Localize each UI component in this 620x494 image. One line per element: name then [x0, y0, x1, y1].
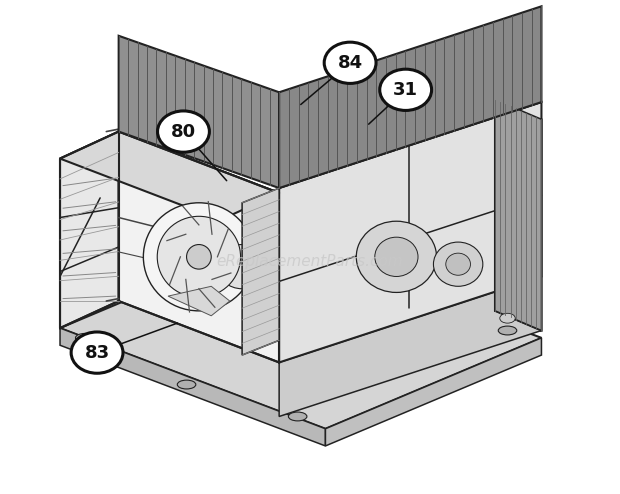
Polygon shape: [60, 237, 541, 429]
Polygon shape: [279, 277, 541, 416]
Ellipse shape: [177, 380, 196, 389]
Ellipse shape: [375, 237, 418, 277]
Ellipse shape: [356, 221, 436, 292]
Polygon shape: [279, 6, 541, 188]
Text: 80: 80: [171, 123, 196, 141]
Polygon shape: [60, 131, 279, 220]
Polygon shape: [60, 131, 118, 328]
Polygon shape: [118, 131, 279, 363]
Ellipse shape: [288, 412, 307, 421]
Polygon shape: [168, 287, 230, 316]
Polygon shape: [495, 100, 541, 330]
Ellipse shape: [157, 216, 241, 297]
Text: 31: 31: [393, 81, 418, 99]
Ellipse shape: [218, 245, 267, 289]
Polygon shape: [242, 188, 279, 355]
Circle shape: [324, 42, 376, 83]
Polygon shape: [60, 328, 326, 446]
Polygon shape: [495, 100, 541, 330]
Ellipse shape: [143, 203, 254, 311]
Polygon shape: [279, 102, 541, 363]
Polygon shape: [326, 338, 541, 446]
Text: 83: 83: [84, 344, 110, 362]
Ellipse shape: [446, 253, 471, 275]
Ellipse shape: [76, 333, 94, 342]
Circle shape: [71, 332, 123, 373]
Text: 84: 84: [337, 54, 363, 72]
Text: eReplacementParts.com: eReplacementParts.com: [216, 254, 404, 269]
Circle shape: [379, 69, 432, 111]
Ellipse shape: [498, 326, 516, 335]
Circle shape: [157, 111, 210, 152]
Polygon shape: [118, 36, 279, 188]
Ellipse shape: [433, 242, 483, 287]
Ellipse shape: [500, 313, 515, 323]
Ellipse shape: [187, 245, 211, 269]
